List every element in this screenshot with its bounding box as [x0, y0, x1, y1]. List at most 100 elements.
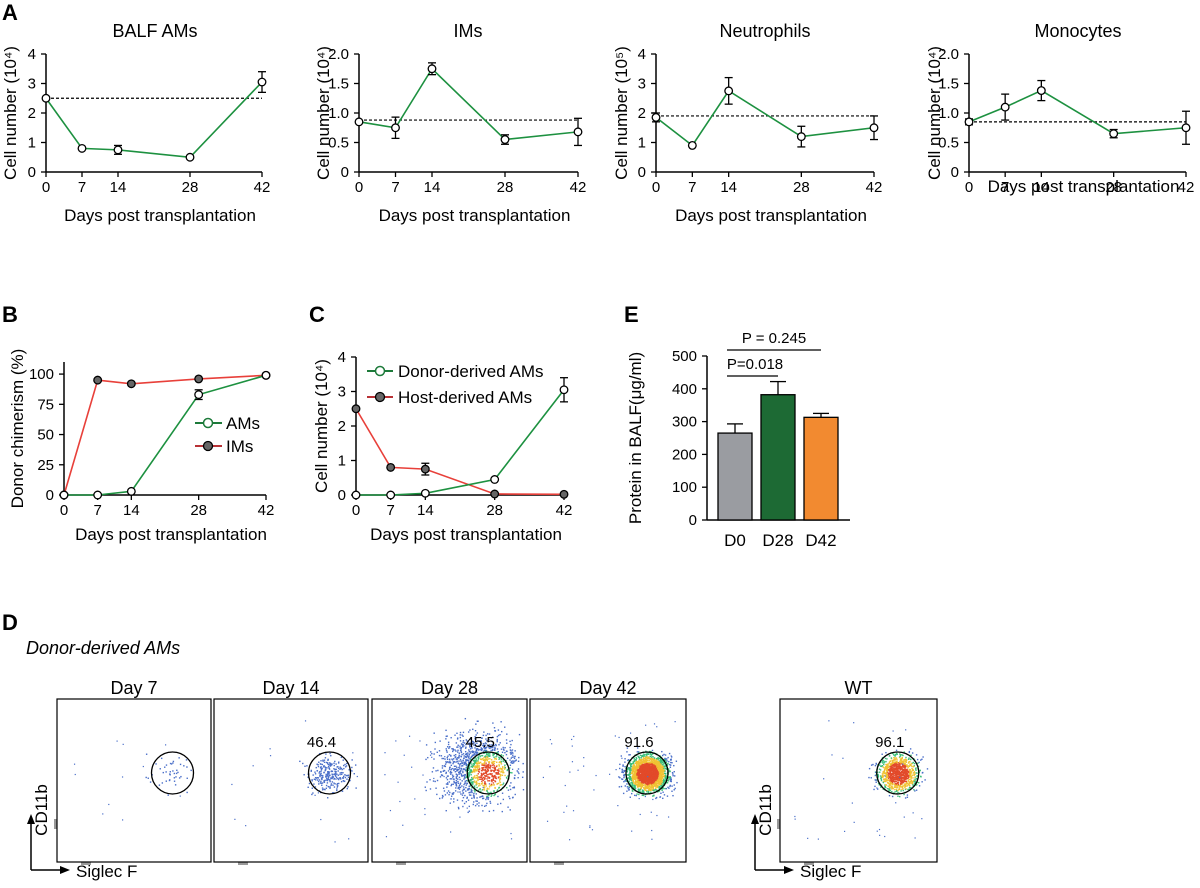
flow-dot — [490, 749, 492, 752]
flow-dot — [898, 785, 901, 787]
flow-dot — [459, 816, 461, 818]
flow-dot — [892, 765, 894, 767]
flow-dot — [186, 766, 188, 768]
flow-dot — [649, 769, 651, 771]
flow-dot — [649, 752, 652, 755]
flow-dots — [231, 720, 358, 843]
flow-dot — [511, 762, 513, 764]
flow-dot — [654, 763, 657, 766]
flow-dot — [499, 767, 502, 770]
flow-dot — [649, 779, 652, 781]
flow-dot — [880, 779, 883, 782]
flow-dot — [475, 783, 478, 785]
flow-dot — [643, 774, 646, 776]
flow-dot — [905, 778, 907, 780]
flow-dot — [914, 768, 917, 770]
flow-dot — [636, 773, 638, 775]
flow-dot — [327, 774, 329, 777]
flow-dot — [926, 768, 929, 770]
flow-dot — [429, 788, 432, 790]
data-point — [386, 490, 396, 500]
flow-dot — [896, 776, 899, 778]
flow-dot — [652, 766, 654, 769]
flow-dot — [487, 780, 489, 782]
flow-dot — [463, 742, 466, 744]
flow-dot — [631, 771, 633, 773]
flow-dot — [475, 784, 477, 786]
flow-dot — [657, 762, 659, 764]
flow-dot — [620, 755, 623, 757]
flow-dot — [653, 773, 655, 776]
y-tick-label: 1.0 — [938, 105, 959, 122]
data-point — [261, 370, 271, 380]
flow-dot — [477, 776, 479, 778]
flow-dot — [652, 786, 655, 789]
flow-dot — [469, 748, 472, 750]
flow-dot — [453, 792, 455, 794]
flow-dot — [509, 788, 512, 791]
flow-dot — [640, 768, 642, 770]
flow-dot — [657, 769, 660, 772]
flow-dot — [463, 755, 465, 757]
flow-dot — [645, 780, 647, 782]
flow-dot — [489, 772, 491, 775]
flow-dot — [497, 777, 500, 779]
flow-dot — [898, 771, 901, 773]
flow-dot — [147, 777, 149, 779]
flow-dot — [464, 747, 467, 749]
flow-dot — [465, 779, 468, 782]
flow-dot — [316, 777, 319, 779]
flow-dot — [636, 763, 639, 765]
flow-dot — [658, 757, 661, 760]
flow-dot — [899, 795, 901, 798]
flow-dot — [913, 780, 915, 783]
flow-dot — [498, 767, 500, 770]
flow-dot — [905, 780, 907, 783]
flow-dot — [629, 754, 631, 756]
flow-dot — [652, 795, 654, 797]
flow-dot — [922, 756, 924, 758]
flow-dot — [450, 764, 453, 767]
x-tick-label: 28 — [182, 179, 199, 196]
gate-percentage: 45.5 — [466, 734, 495, 751]
flow-dot — [653, 765, 656, 768]
flow-dot — [488, 788, 490, 790]
flow-dot — [663, 794, 666, 796]
flow-dot — [645, 783, 647, 785]
flow-dot — [899, 777, 902, 780]
flow-dot — [434, 748, 436, 750]
flow-dot — [474, 791, 476, 793]
flow-dot — [645, 789, 647, 792]
flow-dot — [627, 777, 629, 779]
flow-dot — [648, 757, 651, 759]
flow-dot — [461, 761, 463, 763]
flow-dot — [624, 785, 626, 787]
legend-ims-marker — [202, 440, 214, 452]
flow-dot — [440, 755, 443, 757]
flow-dot — [882, 766, 884, 768]
flow-dot — [342, 779, 345, 782]
flow-dot — [664, 779, 667, 782]
flow-dot — [670, 779, 672, 781]
flow-dot — [476, 767, 479, 769]
flow-dot — [882, 775, 884, 778]
flow-dot — [458, 766, 460, 769]
flow-dot — [636, 793, 638, 795]
flow-dot — [893, 759, 895, 761]
flow-dot — [631, 781, 633, 783]
flow-dot — [628, 754, 630, 756]
flow-dot — [473, 796, 475, 798]
flow-dot — [898, 773, 900, 776]
flow-dot — [900, 773, 902, 775]
flow-dot — [642, 780, 644, 782]
flow-dot — [631, 767, 634, 769]
flow-dot — [882, 774, 884, 777]
flow-dot — [458, 771, 460, 773]
flow-dot — [477, 785, 480, 787]
flow-dot — [475, 769, 477, 772]
flow-dot — [455, 750, 457, 752]
flow-dot — [887, 782, 889, 785]
flow-dot — [333, 762, 335, 764]
flow-dot — [663, 753, 665, 756]
